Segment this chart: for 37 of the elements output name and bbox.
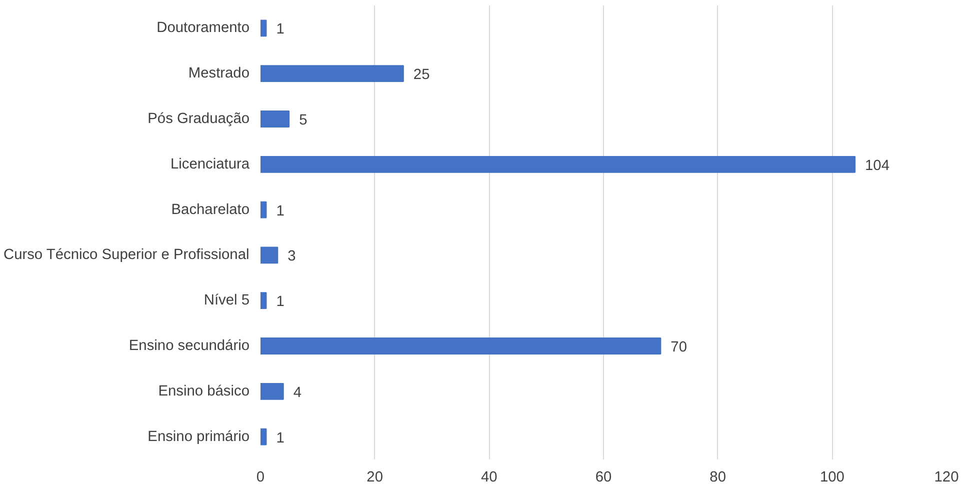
x-tick-label: 80 (710, 470, 726, 486)
data-label: 104 (865, 158, 890, 174)
bar (260, 428, 267, 446)
x-tick-label: 100 (820, 470, 844, 486)
data-label: 4 (293, 384, 302, 401)
data-label: 1 (276, 430, 284, 446)
y-tick-label: Curso Técnico Superior e Profissional (3, 247, 250, 264)
x-tick-label: 0 (256, 470, 265, 486)
bar (260, 65, 404, 82)
y-tick-label: Mestrado (188, 66, 250, 82)
bar (260, 246, 278, 264)
data-label: 5 (299, 112, 308, 128)
y-tick-label: Nível 5 (204, 292, 250, 309)
x-tick-label: 40 (481, 470, 498, 486)
bar (260, 382, 284, 400)
bar (260, 20, 267, 37)
y-tick-label: Ensino básico (158, 383, 250, 400)
bar (260, 292, 267, 310)
bar (260, 110, 290, 128)
data-label: 25 (413, 67, 430, 84)
y-tick-label: Bacharelato (171, 202, 250, 218)
bar (260, 201, 267, 218)
bar (260, 156, 856, 173)
y-tick-label: Doutoramento (156, 20, 250, 36)
y-tick-label: Ensino primário (148, 428, 250, 445)
bar (260, 338, 662, 354)
x-tick-label: 120 (934, 470, 959, 486)
x-tick-label: 60 (595, 470, 612, 486)
data-label: 70 (670, 340, 687, 356)
y-tick-label: Ensino secundário (128, 338, 250, 354)
data-label: 1 (276, 294, 284, 310)
y-tick-label: Licenciatura (170, 156, 250, 172)
data-label: 3 (288, 248, 296, 265)
data-label: 1 (276, 22, 284, 38)
data-label: 1 (276, 203, 284, 220)
y-tick-label: Pós Graduação (148, 111, 250, 127)
x-tick-label: 20 (366, 470, 383, 486)
